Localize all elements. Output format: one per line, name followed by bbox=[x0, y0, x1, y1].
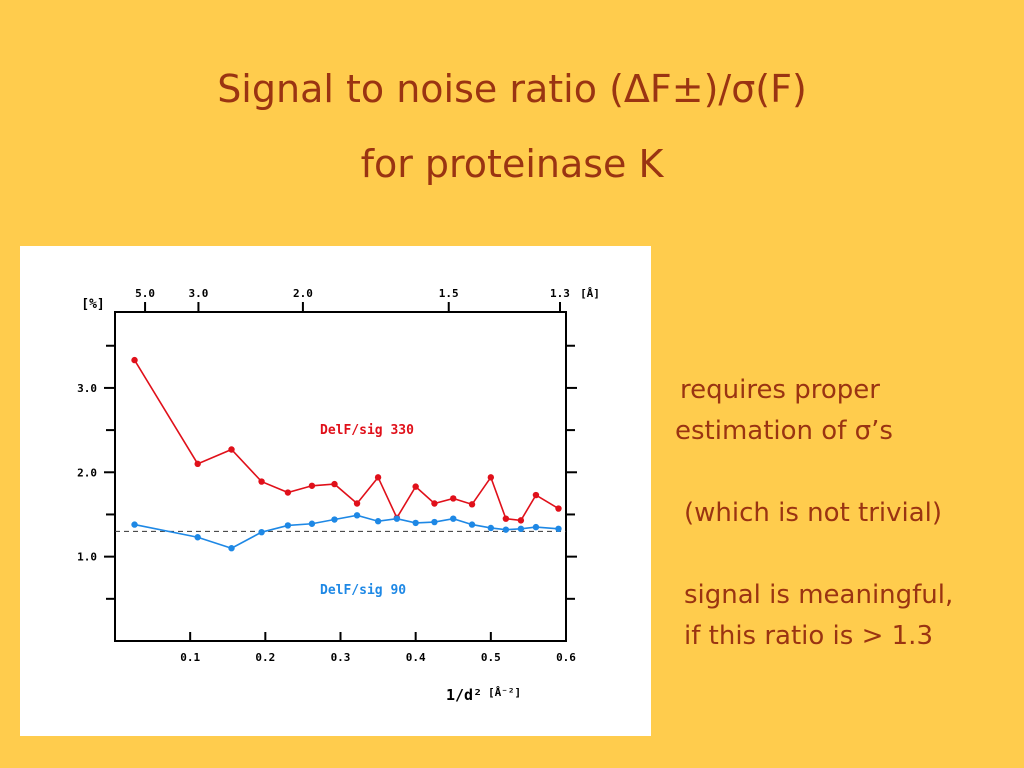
series-1-point bbox=[308, 482, 316, 489]
series-1-point bbox=[412, 483, 419, 490]
series-1-point bbox=[555, 505, 562, 512]
series-2-point bbox=[450, 515, 457, 522]
x-tick-label: 0.3 bbox=[331, 651, 351, 664]
x-tick-label: 0.2 bbox=[255, 651, 275, 664]
snr-chart: 0.1 0.2 0.3 0.4 0.5 0.6 1.0 2.0 3.0 5.0 3.0 2.0 1.5 1… bbox=[77, 287, 600, 704]
note-line-4: signal is meaningful, bbox=[684, 580, 954, 610]
series-2-point bbox=[284, 522, 292, 529]
series-2-point bbox=[353, 512, 361, 519]
x-tick-label: 0.4 bbox=[406, 651, 426, 664]
series-1-point bbox=[331, 480, 338, 488]
note-line-1: requires proper bbox=[680, 375, 880, 405]
series-1-point bbox=[353, 500, 361, 507]
series-1-point bbox=[468, 501, 476, 508]
chart-panel: 0.1 0.2 0.3 0.4 0.5 0.6 1.0 2.0 3.0 5.0 3.0 2.0 1.5 1… bbox=[20, 246, 651, 736]
series-2-point bbox=[532, 523, 540, 531]
series-2-point bbox=[517, 525, 525, 533]
slide-subtitle: for proteinase K bbox=[360, 142, 664, 186]
series-2-point bbox=[487, 524, 495, 532]
series-1-point bbox=[517, 517, 525, 524]
series-2-point bbox=[555, 525, 562, 533]
series-2-point bbox=[194, 534, 201, 541]
series-2-point bbox=[308, 520, 316, 527]
note-line-2: estimation of σ’s bbox=[675, 416, 893, 446]
series-2-point bbox=[502, 526, 510, 533]
note-line-5: if this ratio is > 1.3 bbox=[684, 621, 933, 651]
top-tick-label: 1.3 bbox=[550, 287, 570, 300]
series-2-point bbox=[258, 528, 265, 536]
note-line-3: (which is not trivial) bbox=[684, 498, 943, 528]
series-label-1: DelF/sig 330 bbox=[320, 423, 414, 438]
x-axis-unit: [Å⁻²] bbox=[488, 686, 521, 699]
series-1-point bbox=[431, 500, 438, 507]
top-tick-label: 5.0 bbox=[135, 287, 155, 300]
series-1-point bbox=[450, 495, 457, 502]
top-tick-label: 2.0 bbox=[293, 287, 313, 300]
y-tick-label: 3.0 bbox=[77, 382, 97, 395]
series-1-point bbox=[258, 478, 265, 485]
series-2-point bbox=[468, 521, 476, 528]
series-1-point bbox=[194, 460, 201, 468]
x-tick-label: 0.5 bbox=[481, 651, 501, 664]
top-tick-label: 1.5 bbox=[439, 287, 459, 300]
top-tick-label: 3.0 bbox=[188, 287, 208, 300]
series-2-point bbox=[228, 545, 235, 552]
x-axis-label: 1/d² bbox=[446, 686, 482, 704]
series-2-point bbox=[431, 518, 438, 526]
x-tick-label: 0.1 bbox=[180, 651, 200, 664]
series-2-point bbox=[331, 516, 338, 523]
y-tick-label: 1.0 bbox=[77, 551, 97, 564]
top-axis-unit: [Å] bbox=[580, 287, 600, 300]
series-1-point bbox=[284, 489, 292, 496]
x-tick-label: 0.6 bbox=[556, 651, 576, 664]
series-2-point bbox=[131, 521, 138, 528]
series-label-2: DelF/sig 90 bbox=[320, 583, 406, 598]
series-1-point bbox=[374, 474, 382, 481]
y-axis-label: [%] bbox=[81, 297, 104, 312]
series-2-point bbox=[374, 518, 382, 525]
series-1-point bbox=[532, 491, 540, 499]
series-1-point bbox=[228, 446, 235, 453]
series-2-point bbox=[412, 519, 419, 527]
slide-title: Signal to noise ratio (ΔF±)/σ(F) bbox=[217, 67, 807, 111]
series-2-point bbox=[393, 515, 401, 522]
series-line-1 bbox=[133, 359, 559, 522]
series-1-point bbox=[502, 515, 510, 522]
series-1-point bbox=[487, 474, 495, 481]
y-tick-label: 2.0 bbox=[77, 466, 97, 479]
series-1-point bbox=[131, 356, 138, 364]
